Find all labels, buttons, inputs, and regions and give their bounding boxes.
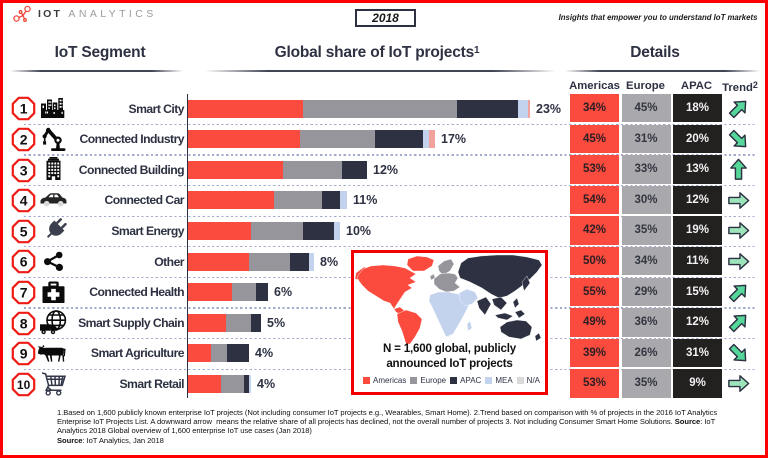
svg-text:10: 10 [17, 378, 31, 392]
svg-text:3: 3 [20, 162, 28, 178]
svg-text:8: 8 [20, 315, 28, 331]
svg-text:2: 2 [20, 131, 28, 147]
svg-text:9: 9 [20, 346, 28, 362]
svg-text:5: 5 [20, 223, 28, 239]
svg-text:6: 6 [20, 254, 28, 270]
svg-text:7: 7 [20, 284, 28, 300]
svg-text:4: 4 [20, 193, 28, 209]
svg-text:1: 1 [20, 101, 28, 117]
